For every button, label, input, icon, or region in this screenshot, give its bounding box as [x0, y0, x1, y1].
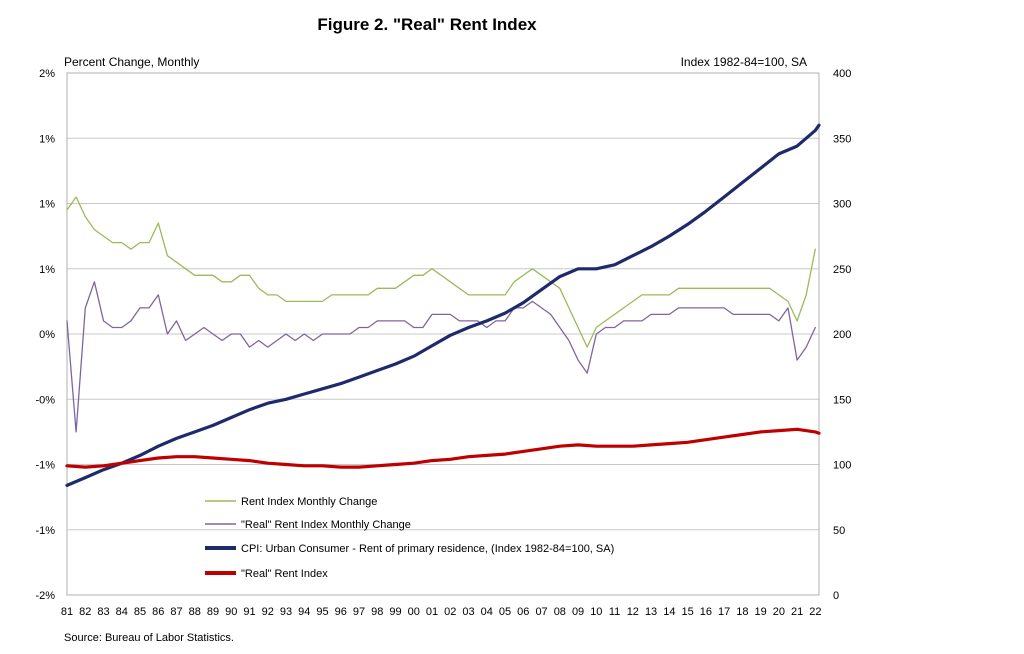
- x-tick-label: 96: [335, 606, 347, 618]
- x-tick-label: 11: [609, 606, 620, 618]
- left-tick-label: -1%: [35, 460, 55, 472]
- left-tick-label: 1%: [39, 133, 55, 145]
- series-line-1: [66, 196, 816, 348]
- left-axis: -2% -1% -1% -0% 0% 1% 1% 1% 2%: [35, 68, 55, 602]
- right-tick-label: 400: [833, 68, 851, 80]
- right-tick-label: 200: [833, 329, 851, 341]
- x-tick-label: 05: [499, 606, 511, 618]
- x-tick-label: 04: [481, 606, 493, 618]
- x-tick-label: 99: [389, 606, 401, 618]
- source-note: Source: Bureau of Labor Statistics.: [64, 632, 234, 644]
- right-axis-title: Index 1982-84=100, SA: [681, 55, 807, 69]
- x-tick-label: 01: [426, 606, 438, 618]
- x-tick-label: 10: [590, 606, 602, 618]
- x-tick-label: 17: [718, 606, 730, 618]
- right-tick-label: 150: [833, 394, 851, 406]
- legend-label: "Real" Rent Index: [241, 568, 328, 580]
- x-tick-label: 08: [554, 606, 566, 618]
- x-tick-label: 88: [189, 606, 201, 618]
- series-layer: [65, 123, 821, 487]
- left-axis-title: Percent Change, Monthly: [64, 55, 199, 69]
- legend-label: "Real" Rent Index Monthly Change: [241, 519, 411, 531]
- x-tick-label: 92: [262, 606, 274, 618]
- x-tick-label: 83: [97, 606, 109, 618]
- x-tick-label: 93: [280, 606, 292, 618]
- x-tick-label: 12: [627, 606, 639, 618]
- x-tick-label: 90: [225, 606, 237, 618]
- right-tick-label: 100: [833, 460, 851, 472]
- x-tick-label: 86: [152, 606, 164, 618]
- x-tick-label: 20: [773, 606, 785, 618]
- left-tick-label: 1%: [39, 264, 55, 276]
- x-tick-label: 91: [243, 606, 255, 618]
- series-line-4: [65, 427, 821, 469]
- legend: Rent Index Monthly Change "Real" Rent Ind…: [205, 496, 614, 580]
- x-tick-label: 98: [371, 606, 383, 618]
- x-tick-label: 22: [809, 606, 821, 618]
- x-tick-label: 00: [408, 606, 420, 618]
- x-tick-label: 16: [700, 606, 712, 618]
- x-tick-label: 18: [736, 606, 748, 618]
- x-tick-label: 87: [170, 606, 182, 618]
- chart-title: Figure 2. "Real" Rent Index: [317, 15, 537, 34]
- left-tick-label: 1%: [39, 199, 55, 211]
- right-tick-label: 300: [833, 199, 851, 211]
- left-tick-label: 2%: [39, 68, 55, 80]
- series-line-3: [65, 123, 821, 487]
- x-tick-label: 82: [79, 606, 91, 618]
- right-tick-label: 50: [833, 525, 845, 537]
- right-tick-label: 350: [833, 133, 851, 145]
- x-tick-label: 03: [462, 606, 474, 618]
- right-axis: 0 50 100 150 200 250 300 350 400: [833, 68, 851, 602]
- x-tick-label: 94: [298, 606, 310, 618]
- x-tick-label: 84: [116, 606, 128, 618]
- series-line-2: [66, 281, 816, 433]
- x-tick-label: 85: [134, 606, 146, 618]
- legend-label: CPI: Urban Consumer - Rent of primary re…: [241, 543, 614, 555]
- right-tick-label: 250: [833, 264, 851, 276]
- x-tick-label: 07: [535, 606, 547, 618]
- left-tick-label: -0%: [35, 394, 55, 406]
- x-tick-label: 09: [572, 606, 584, 618]
- legend-label: Rent Index Monthly Change: [241, 496, 377, 508]
- x-tick-label: 95: [316, 606, 328, 618]
- plot-area: [66, 72, 820, 596]
- gridlines: [67, 137, 819, 531]
- x-tick-label: 14: [663, 606, 675, 618]
- left-tick-label: 0%: [39, 329, 55, 341]
- x-tick-label: 89: [207, 606, 219, 618]
- left-tick-label: -1%: [35, 525, 55, 537]
- x-tick-label: 97: [353, 606, 365, 618]
- right-tick-label: 0: [833, 590, 839, 602]
- x-tick-label: 02: [444, 606, 456, 618]
- x-tick-label: 06: [517, 606, 529, 618]
- x-axis: 81 82 83 84 85 86 87 88 89 90 91 92 93 94 95 96 97 98 99 00…: [61, 606, 822, 618]
- left-tick-label: -2%: [35, 590, 55, 602]
- x-tick-label: 21: [791, 606, 803, 618]
- x-tick-label: 13: [645, 606, 657, 618]
- x-tick-label: 19: [754, 606, 766, 618]
- x-tick-label: 15: [681, 606, 693, 618]
- x-tick-label: 81: [61, 606, 73, 618]
